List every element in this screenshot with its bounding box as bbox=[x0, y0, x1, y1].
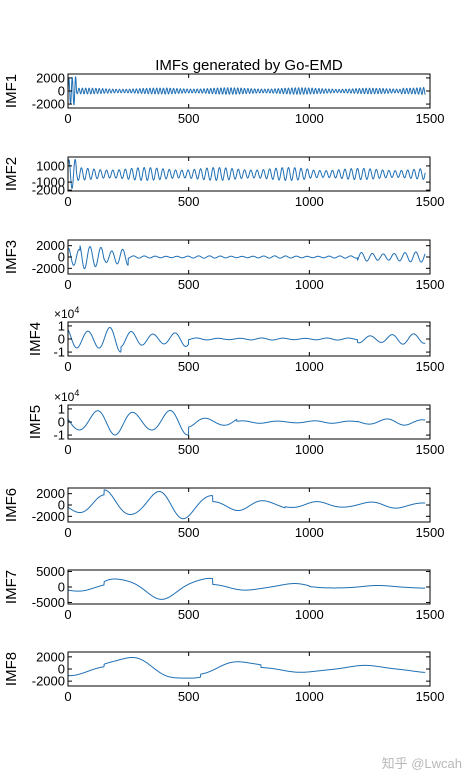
x-tick-label: 1000 bbox=[295, 277, 324, 292]
y-tick-label: 0 bbox=[58, 580, 65, 595]
y-tick-label: 0 bbox=[58, 662, 65, 677]
axes-box bbox=[67, 487, 431, 523]
y-axis-title: IMF1 bbox=[3, 74, 20, 108]
y-tick-label: -1 bbox=[53, 428, 65, 443]
imf-series-line bbox=[68, 245, 426, 270]
imf-series-line bbox=[68, 410, 426, 436]
y-tick-label: 2000 bbox=[36, 649, 65, 664]
axes-box bbox=[67, 651, 431, 687]
imf-series-line bbox=[68, 577, 426, 600]
y-axis-title: IMF6 bbox=[3, 488, 20, 522]
x-tick-label: 1000 bbox=[295, 359, 324, 374]
y-tick-label: 0 bbox=[58, 250, 65, 265]
y-tick-label: -5000 bbox=[32, 595, 65, 610]
x-tick-label: 1500 bbox=[416, 607, 445, 622]
x-tick-label: 500 bbox=[178, 442, 200, 457]
y-tick-label: -2000 bbox=[32, 509, 65, 524]
x-tick-label: 0 bbox=[64, 525, 71, 540]
x-tick-label: 1000 bbox=[295, 689, 324, 704]
y-tick-label: -1000 bbox=[32, 175, 65, 190]
imf-series-line bbox=[68, 159, 426, 189]
x-tick-label: 1500 bbox=[416, 442, 445, 457]
x-tick-label: 500 bbox=[178, 111, 200, 126]
x-tick-label: 0 bbox=[64, 689, 71, 704]
x-tick-label: 1000 bbox=[295, 525, 324, 540]
x-tick-label: 1000 bbox=[295, 111, 324, 126]
x-tick-label: 500 bbox=[178, 689, 200, 704]
figure-title: IMFs generated by Go-EMD bbox=[155, 57, 343, 74]
y-tick-label: -1 bbox=[53, 345, 65, 360]
y-tick-label: -2000 bbox=[32, 674, 65, 689]
y-tick-label: 0 bbox=[58, 332, 65, 347]
x-tick-label: 0 bbox=[64, 442, 71, 457]
y-tick-label: 1 bbox=[58, 318, 65, 333]
y-tick-label: 2000 bbox=[36, 486, 65, 501]
x-tick-label: 1500 bbox=[416, 194, 445, 209]
x-tick-label: 1500 bbox=[416, 111, 445, 126]
y-axis-title: IMF5 bbox=[27, 405, 44, 439]
x-tick-label: 500 bbox=[178, 194, 200, 209]
y-tick-label: -2000 bbox=[32, 97, 65, 112]
y-axis-title: IMF2 bbox=[3, 157, 20, 191]
y-tick-label: 1 bbox=[58, 401, 65, 416]
x-tick-label: 1000 bbox=[295, 607, 324, 622]
x-tick-label: 0 bbox=[64, 607, 71, 622]
axes-box bbox=[67, 569, 431, 605]
y-tick-label: 0 bbox=[58, 84, 65, 99]
imf-series-line bbox=[68, 76, 426, 106]
axis-exponent-label: ×104 bbox=[54, 388, 79, 404]
y-axis-title: IMF8 bbox=[3, 652, 20, 686]
watermark: 知乎 @Lwcah bbox=[381, 756, 462, 771]
x-tick-label: 500 bbox=[178, 607, 200, 622]
x-tick-label: 1500 bbox=[416, 277, 445, 292]
x-tick-label: 1000 bbox=[295, 194, 324, 209]
imf-series-line bbox=[68, 327, 426, 353]
x-tick-label: 500 bbox=[178, 359, 200, 374]
x-tick-label: 0 bbox=[64, 111, 71, 126]
imf-panel-2: 0 500 1000 1500 1000 -1000-2000 IMF2 bbox=[3, 156, 445, 209]
y-tick-label: 0 bbox=[58, 415, 65, 430]
y-tick-label: 2000 bbox=[36, 238, 65, 253]
x-tick-label: 1500 bbox=[416, 359, 445, 374]
x-tick-label: 500 bbox=[178, 525, 200, 540]
x-tick-label: 0 bbox=[64, 194, 71, 209]
axes-box bbox=[67, 156, 431, 192]
y-tick-label: 5000 bbox=[36, 564, 65, 579]
y-axis-title: IMF3 bbox=[3, 240, 20, 274]
y-tick-label: -2000 bbox=[32, 261, 65, 276]
y-tick-label: 1000 bbox=[36, 158, 65, 173]
y-tick-label: 2000 bbox=[36, 70, 65, 85]
imf-series-line bbox=[68, 657, 426, 679]
axis-exponent-label: ×104 bbox=[54, 305, 79, 321]
y-axis-title: IMF7 bbox=[3, 570, 20, 604]
x-tick-label: 1500 bbox=[416, 525, 445, 540]
y-tick-label: 0 bbox=[58, 498, 65, 513]
y-axis-title: IMF4 bbox=[27, 322, 44, 356]
x-tick-label: 0 bbox=[64, 277, 71, 292]
y-tick-label: -2000 bbox=[32, 183, 65, 198]
x-tick-label: 0 bbox=[64, 359, 71, 374]
x-tick-label: 500 bbox=[178, 277, 200, 292]
x-tick-label: 1500 bbox=[416, 689, 445, 704]
imf-series-line bbox=[68, 489, 426, 520]
x-tick-label: 1000 bbox=[295, 442, 324, 457]
